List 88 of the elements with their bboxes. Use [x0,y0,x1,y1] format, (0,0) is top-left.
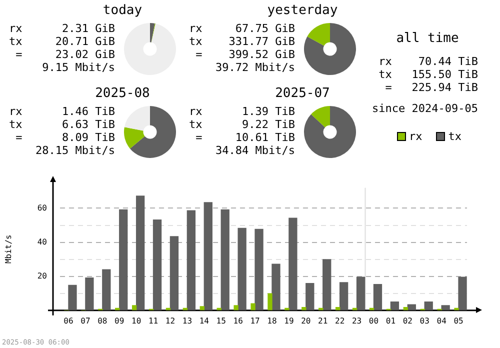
legend-label: tx [447,130,462,143]
bar [254,228,264,310]
bar [306,282,314,310]
bar [68,284,77,310]
x-tick-label: 02 [402,316,413,326]
bar [268,293,272,310]
text: rx 1.39 TiB [188,105,295,118]
bar [136,196,145,310]
text: 34.84 Mbit/s [214,144,295,157]
x-tick-label: 05 [454,316,464,326]
text: 39.72 Mbit/s [214,61,295,74]
chart-title: 2025-08 [94,86,151,101]
text: all time [395,31,460,46]
text: = 225.94 TiB [384,81,478,94]
x-tick-label: 15 [216,316,226,326]
text: rx 70.44 TiB [378,55,478,68]
text: = 8.09 TiB [14,131,115,144]
bar [186,210,196,310]
bar [390,302,400,310]
x-tick-label: 18 [267,316,277,326]
text: = 23.02 GiB [14,48,115,61]
y-tick-label: 60 [37,203,48,212]
x-tick-label: 19 [284,316,294,326]
y-tick-label: 40 [37,237,48,246]
bar [85,278,94,310]
legend-label: rx [408,130,422,143]
bar [302,307,306,310]
x-tick-label: 11 [148,316,158,326]
bar [272,264,280,310]
x-tick-label: 06 [64,316,74,326]
x-tick-label: 20 [301,316,311,326]
x-tick-label: 12 [165,316,176,326]
bar [373,284,382,310]
bar [284,308,290,310]
bar [441,305,450,310]
bar [102,269,111,310]
x-tick-label: 14 [199,316,210,326]
x-tick-label: 03 [420,316,430,326]
x-tick-label: 22 [334,316,345,326]
bar [119,209,128,310]
bar [458,276,467,310]
x-tick-label: 07 [80,316,90,326]
y-axis-title: Mbit/s [4,234,13,264]
bar [170,236,179,310]
text: rx 2.31 GiB [8,22,115,35]
chart-title: today [102,3,144,18]
text: tx 20.71 GiB [8,35,115,48]
text: tx 9.22 TiB [188,118,295,131]
x-tick-label: 08 [98,316,108,326]
x-tick-label: 17 [250,316,260,326]
bar [152,219,162,310]
bar [356,276,366,310]
x-tick-label: 13 [182,316,192,326]
bar [288,218,298,310]
x-tick-label: 10 [131,316,142,326]
bar [454,308,459,310]
bar [132,305,137,310]
x-tick-label: 04 [436,316,447,326]
x-tick-label: 09 [114,316,124,326]
text: 28.15 Mbit/s [34,144,115,157]
x-tick-label: 00 [368,316,379,326]
x-tick-label: 01 [386,316,396,326]
x-tick-label: 16 [233,316,244,326]
text: since 2024-09-05 [371,102,478,115]
text: tx 331.77 GiB [188,35,295,48]
bar [403,307,408,310]
bar [339,282,348,310]
bar [322,259,332,310]
text: = 10.61 TiB [194,131,295,144]
x-tick-label: 21 [318,316,328,326]
text: tx 155.50 TiB [378,68,478,81]
bar [250,303,256,310]
y-tick-label: 20 [37,271,48,280]
chart-title: yesterday [266,3,339,18]
text: rx 67.75 GiB [188,22,295,35]
text: rx 1.46 TiB [8,105,115,118]
bar [424,302,433,310]
bar [238,228,246,310]
bar [234,305,238,310]
text: tx 6.63 TiB [8,118,115,131]
text: = 399.52 GiB [194,48,295,61]
bar [200,306,204,310]
bar [204,202,212,310]
chart-title: 2025-07 [274,86,331,101]
bar [220,209,230,310]
bar [335,307,340,310]
text: 9.15 Mbit/s [41,61,115,74]
x-tick-label: 23 [352,316,362,326]
